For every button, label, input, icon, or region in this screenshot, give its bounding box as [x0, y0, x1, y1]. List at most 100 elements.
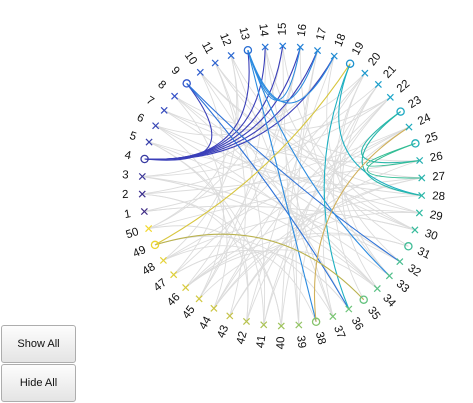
- node-26[interactable]: [416, 156, 424, 165]
- background-edge: [214, 62, 246, 317]
- background-edge: [282, 45, 416, 231]
- node-label-26: 26: [429, 150, 444, 164]
- node-45[interactable]: [195, 295, 203, 303]
- node-43[interactable]: [226, 312, 234, 320]
- node-18[interactable]: [330, 52, 338, 60]
- node-50[interactable]: [145, 225, 153, 233]
- node-8[interactable]: [171, 92, 179, 100]
- node-9[interactable]: [182, 79, 191, 88]
- node-36[interactable]: [345, 305, 353, 313]
- node-19[interactable]: [345, 59, 355, 68]
- node-31[interactable]: [404, 242, 413, 251]
- background-edge: [213, 96, 391, 309]
- node-label-16: 16: [296, 23, 310, 37]
- node-13[interactable]: [243, 45, 253, 55]
- node-label-2: 2: [122, 189, 129, 201]
- node-label-19: 19: [350, 40, 367, 57]
- background-edge: [174, 95, 224, 300]
- node-10[interactable]: [196, 68, 204, 76]
- node-23[interactable]: [396, 107, 405, 116]
- node-27[interactable]: [418, 174, 426, 182]
- show-all-button[interactable]: Show All: [1, 325, 76, 363]
- node-37[interactable]: [329, 312, 337, 320]
- node-label-43: 43: [215, 324, 231, 340]
- edge-19-36: [323, 63, 351, 310]
- node-label-28: 28: [432, 190, 446, 203]
- node-14[interactable]: [261, 43, 269, 51]
- node-46[interactable]: [182, 284, 190, 292]
- background-edge: [142, 160, 420, 195]
- background-edge: [280, 50, 318, 327]
- node-label-20: 20: [366, 51, 383, 68]
- node-label-8: 8: [155, 79, 168, 92]
- node-34[interactable]: [373, 285, 381, 293]
- node-label-23: 23: [406, 94, 423, 111]
- node-12[interactable]: [227, 52, 235, 60]
- background-edge: [148, 55, 238, 230]
- node-label-40: 40: [275, 337, 287, 350]
- background-edge: [163, 209, 420, 261]
- node-35[interactable]: [359, 295, 368, 304]
- node-20[interactable]: [361, 69, 369, 77]
- node-label-35: 35: [365, 305, 382, 322]
- background-edge: [163, 55, 239, 261]
- node-label-44: 44: [197, 314, 214, 332]
- node-32[interactable]: [396, 258, 404, 266]
- node-7[interactable]: [160, 106, 168, 114]
- node-28[interactable]: [418, 191, 426, 200]
- node-label-49: 49: [131, 244, 148, 260]
- node-16[interactable]: [296, 43, 304, 51]
- node-49[interactable]: [150, 240, 160, 250]
- node-29[interactable]: [415, 209, 423, 217]
- edge-49-19: [154, 63, 351, 246]
- node-5[interactable]: [145, 138, 153, 146]
- node-label-10: 10: [182, 50, 199, 67]
- node-label-7: 7: [144, 94, 156, 108]
- node-label-36: 36: [349, 316, 366, 333]
- node-39[interactable]: [295, 321, 303, 329]
- nodes: [138, 42, 426, 330]
- edge-4-9: [144, 83, 213, 161]
- background-edge: [148, 225, 282, 327]
- node-label-39: 39: [294, 335, 307, 349]
- background-edge: [155, 125, 420, 214]
- background-edge: [148, 45, 284, 230]
- node-44[interactable]: [210, 304, 218, 312]
- node-38[interactable]: [311, 317, 321, 327]
- node-11[interactable]: [211, 59, 219, 67]
- background-edge: [199, 71, 422, 179]
- node-4[interactable]: [140, 154, 149, 164]
- node-3[interactable]: [138, 172, 146, 181]
- node-33[interactable]: [385, 272, 393, 280]
- node-label-14: 14: [256, 23, 270, 38]
- background-edge: [214, 62, 266, 325]
- node-label-9: 9: [169, 65, 182, 78]
- node-41[interactable]: [260, 321, 268, 329]
- background-edge: [142, 176, 378, 289]
- node-2[interactable]: [138, 190, 146, 198]
- node-22[interactable]: [386, 93, 394, 101]
- node-15[interactable]: [279, 42, 287, 50]
- background-edge: [185, 126, 410, 288]
- node-6[interactable]: [152, 122, 160, 130]
- node-47[interactable]: [170, 271, 178, 279]
- node-label-33: 33: [394, 278, 412, 295]
- edge-13-33: [247, 50, 390, 277]
- node-30[interactable]: [411, 226, 419, 234]
- node-label-24: 24: [416, 112, 433, 129]
- node-label-1: 1: [123, 208, 131, 221]
- node-25[interactable]: [411, 139, 420, 148]
- node-21[interactable]: [374, 80, 382, 88]
- node-24[interactable]: [405, 123, 413, 131]
- node-48[interactable]: [159, 256, 167, 264]
- hide-all-button[interactable]: Hide All: [1, 364, 76, 402]
- node-40[interactable]: [277, 322, 285, 330]
- node-17[interactable]: [314, 47, 322, 55]
- background-edge: [155, 125, 228, 309]
- background-edge: [144, 126, 410, 212]
- node-42[interactable]: [242, 317, 250, 325]
- node-1[interactable]: [140, 207, 148, 216]
- background-edge: [155, 125, 378, 289]
- edge-25-26: [366, 142, 420, 167]
